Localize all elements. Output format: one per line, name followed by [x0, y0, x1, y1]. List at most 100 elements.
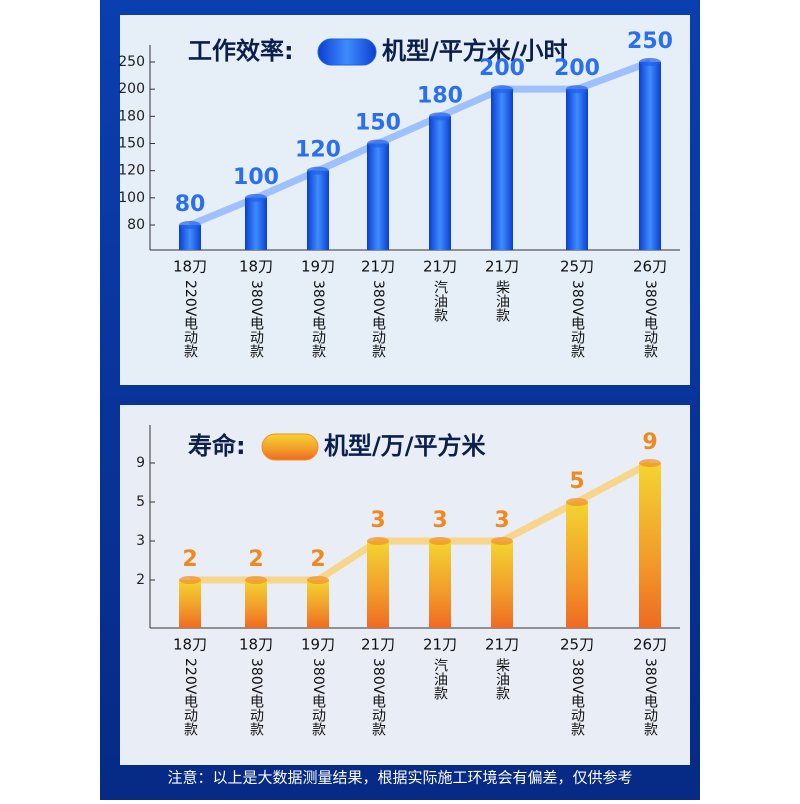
- bar-cap: [245, 193, 267, 202]
- bar-cap: [179, 576, 201, 584]
- value-label: 100: [233, 165, 279, 190]
- x-tick-label: 21刀: [361, 636, 395, 654]
- bar: [639, 62, 661, 250]
- y-tick-label: 150: [118, 136, 145, 152]
- bar: [367, 541, 389, 628]
- legend-swatch: [317, 38, 377, 66]
- x-tick-note: 380V电动款: [310, 658, 326, 737]
- value-label: 3: [370, 508, 385, 533]
- bar-cap: [307, 576, 329, 584]
- value-label: 150: [355, 111, 401, 136]
- x-tick-note: 汽油款: [432, 658, 448, 700]
- bar: [429, 541, 451, 628]
- bar-cap: [245, 576, 267, 584]
- legend-label: 机型/万/平方米: [324, 432, 486, 460]
- bar: [491, 89, 513, 251]
- chart-title: 工作效率:: [188, 37, 294, 65]
- chart-title: 寿命:: [188, 432, 246, 460]
- x-tick-label: 21刀: [485, 636, 519, 654]
- bar-cap: [367, 537, 389, 545]
- x-tick-label: 18刀: [173, 258, 207, 276]
- x-tick-note: 220V电动款: [182, 658, 198, 737]
- bar: [245, 580, 267, 628]
- x-tick-label: 18刀: [239, 636, 273, 654]
- x-tick-label: 21刀: [423, 636, 457, 654]
- bar-cap: [307, 166, 329, 175]
- legend-label: 机型/平方米/小时: [382, 37, 568, 65]
- x-tick-note: 380V电动款: [370, 658, 386, 737]
- bar: [566, 89, 588, 251]
- x-tick-label: 19刀: [301, 258, 335, 276]
- bar-cap: [491, 537, 513, 545]
- bar-cap: [639, 459, 661, 467]
- value-label: 200: [554, 56, 600, 81]
- value-label: 2: [310, 547, 325, 572]
- x-tick-label: 26刀: [633, 636, 667, 654]
- y-tick-label: 100: [118, 190, 145, 206]
- x-tick-note: 汽油款: [432, 280, 448, 322]
- x-tick-label: 18刀: [239, 258, 273, 276]
- footer-note: 注意：以上是大数据测量结果，根据实际施工环境会有偏差，仅供参考: [167, 769, 632, 787]
- y-tick-label: 250: [118, 54, 145, 70]
- x-tick-label: 21刀: [423, 258, 457, 276]
- x-tick-note: 220V电动款: [182, 280, 198, 359]
- x-tick-label: 21刀: [361, 258, 395, 276]
- x-tick-note: 380V电动款: [642, 280, 658, 359]
- panel: [120, 15, 690, 385]
- bar: [429, 116, 451, 250]
- y-tick-label: 120: [118, 163, 145, 179]
- x-tick-note: 380V电动款: [248, 658, 264, 737]
- bar: [307, 170, 329, 250]
- bar-cap: [429, 537, 451, 545]
- value-label: 9: [642, 430, 657, 455]
- value-label: 2: [182, 547, 197, 572]
- value-label: 80: [175, 192, 206, 217]
- bar-cap: [566, 85, 588, 94]
- x-tick-label: 26刀: [633, 258, 667, 276]
- value-label: 5: [569, 469, 584, 494]
- x-tick-note: 柴油款: [494, 658, 510, 700]
- bar-cap: [429, 112, 451, 121]
- bar: [179, 580, 201, 628]
- bar: [566, 502, 588, 628]
- value-label: 3: [432, 508, 447, 533]
- value-label: 120: [295, 138, 341, 163]
- x-tick-note: 380V电动款: [248, 280, 264, 359]
- x-tick-note: 380V电动款: [310, 280, 326, 359]
- bar-cap: [491, 85, 513, 94]
- bar-cap: [639, 58, 661, 66]
- bar: [491, 541, 513, 628]
- bar-cap: [179, 221, 201, 229]
- y-tick-label: 5: [136, 494, 145, 510]
- bar: [307, 580, 329, 628]
- y-tick-label: 3: [136, 533, 145, 549]
- panel: [120, 405, 690, 765]
- bar: [367, 143, 389, 250]
- x-tick-note: 柴油款: [494, 280, 510, 322]
- bar: [245, 197, 267, 250]
- x-tick-label: 25刀: [560, 258, 594, 276]
- y-tick-label: 200: [118, 81, 145, 97]
- x-tick-label: 18刀: [173, 636, 207, 654]
- x-tick-label: 25刀: [560, 636, 594, 654]
- y-tick-label: 2: [136, 572, 145, 588]
- x-tick-label: 21刀: [485, 258, 519, 276]
- value-label: 180: [417, 83, 463, 108]
- x-tick-note: 380V电动款: [569, 280, 585, 359]
- legend-swatch: [261, 433, 319, 461]
- bar-cap: [367, 139, 389, 148]
- value-label: 200: [479, 56, 525, 81]
- x-tick-note: 380V电动款: [569, 658, 585, 737]
- y-tick-label: 9: [136, 455, 145, 471]
- x-tick-note: 380V电动款: [370, 280, 386, 359]
- value-label: 250: [627, 29, 673, 54]
- x-tick-label: 19刀: [301, 636, 335, 654]
- y-tick-label: 80: [127, 217, 145, 233]
- x-tick-note: 380V电动款: [642, 658, 658, 737]
- value-label: 2: [248, 547, 263, 572]
- trend-line: [188, 58, 652, 229]
- bar: [179, 225, 201, 250]
- y-tick-label: 180: [118, 108, 145, 124]
